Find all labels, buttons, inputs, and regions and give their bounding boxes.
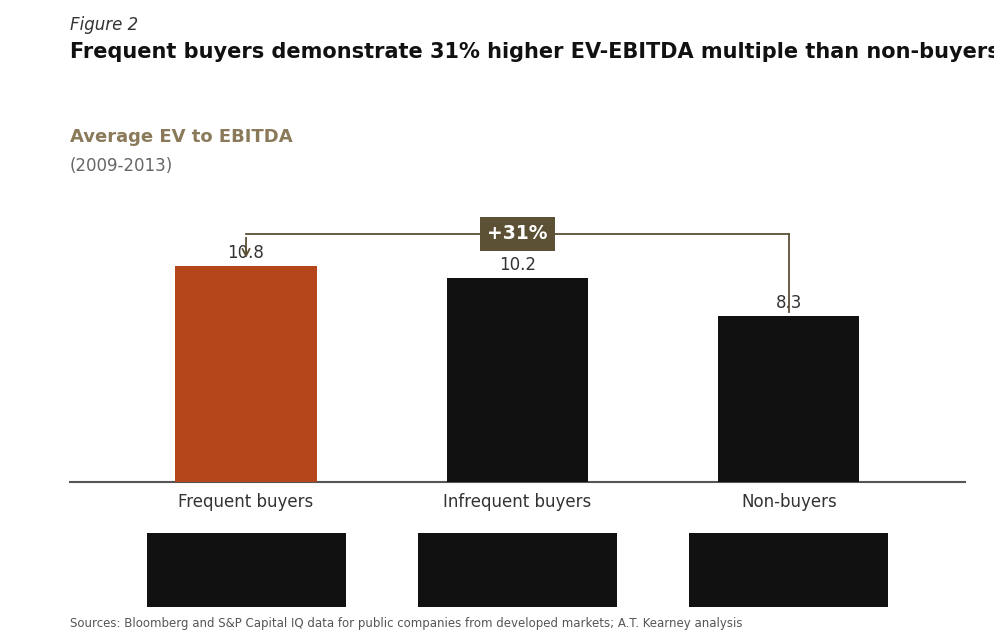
Text: Frequent buyers demonstrate 31% higher EV-EBITDA multiple than non-buyers: Frequent buyers demonstrate 31% higher E… (70, 42, 994, 62)
Text: +31%: +31% (487, 224, 547, 243)
Text: (2009-2013): (2009-2013) (70, 157, 173, 175)
Text: Average EV to EBITDA: Average EV to EBITDA (70, 128, 292, 146)
Text: One to five
acquisitions: One to five acquisitions (470, 553, 564, 587)
Text: More than
five acquisitions
(about one per year): More than five acquisitions (about one p… (164, 543, 327, 596)
Bar (718, 316, 859, 482)
Bar (446, 278, 587, 482)
Text: Figure 2: Figure 2 (70, 16, 138, 34)
Text: 8.3: 8.3 (774, 294, 801, 312)
Text: No acquisitions: No acquisitions (728, 563, 848, 577)
Text: 10.8: 10.8 (228, 244, 264, 262)
Bar (175, 266, 316, 482)
Text: 10.2: 10.2 (498, 256, 536, 274)
Text: Sources: Bloomberg and S&P Capital IQ data for public companies from developed m: Sources: Bloomberg and S&P Capital IQ da… (70, 618, 742, 630)
